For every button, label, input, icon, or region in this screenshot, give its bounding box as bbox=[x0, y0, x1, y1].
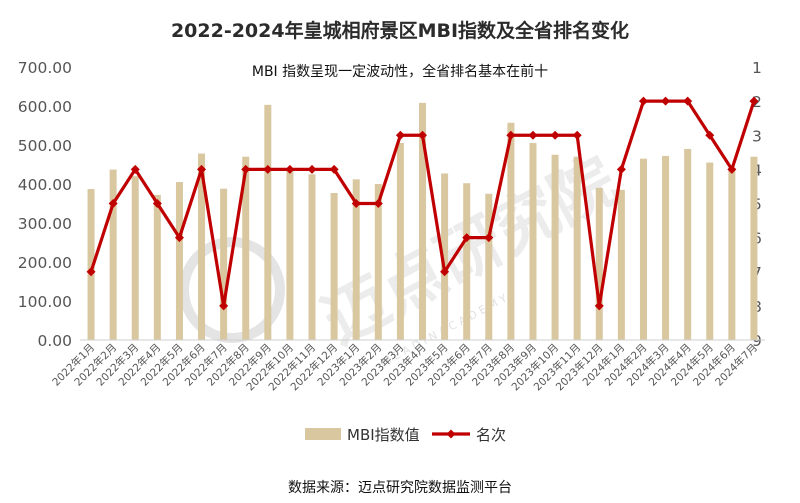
data-source: 数据来源：迈点研究院数据监测平台 bbox=[288, 480, 512, 496]
rank-marker bbox=[174, 233, 184, 243]
right-tick-label: 1 bbox=[752, 59, 762, 77]
rank-marker bbox=[440, 267, 450, 277]
chart-annotation: MBI 指数呈现一定波动性，全省排名基本在前十 bbox=[252, 63, 548, 80]
bar bbox=[529, 143, 537, 340]
legend-bar-swatch bbox=[305, 428, 341, 440]
bar-series bbox=[87, 102, 758, 341]
left-tick-label: 400.00 bbox=[18, 176, 72, 194]
right-tick-label: 9 bbox=[752, 332, 762, 350]
bar bbox=[662, 155, 670, 340]
legend-line-label: 名次 bbox=[476, 426, 506, 444]
bar bbox=[441, 173, 449, 340]
rank-marker bbox=[550, 130, 560, 140]
x-axis-labels: 2022年1月2022年2月2022年3月2022年4月2022年5月2022年… bbox=[50, 341, 761, 393]
bar bbox=[198, 153, 206, 340]
legend-line-marker bbox=[446, 429, 456, 439]
bar bbox=[595, 187, 603, 340]
rank-marker bbox=[86, 267, 96, 277]
left-axis: 0.00 100.00 200.00 300.00 400.00 500.00 600.00… bbox=[18, 59, 72, 350]
rank-marker bbox=[638, 96, 648, 106]
bar bbox=[286, 170, 294, 340]
chart-title: 2022-2024年皇城相府景区MBI指数及全省排名变化 bbox=[170, 20, 630, 42]
rank-marker bbox=[263, 164, 273, 174]
bar bbox=[352, 179, 360, 340]
left-tick-label: 600.00 bbox=[18, 98, 72, 116]
rank-marker bbox=[683, 96, 693, 106]
bar bbox=[330, 192, 338, 340]
rank-marker bbox=[705, 130, 715, 140]
bar bbox=[551, 154, 559, 340]
bar bbox=[728, 168, 736, 340]
left-tick-label: 700.00 bbox=[18, 59, 72, 77]
rank-marker bbox=[418, 130, 427, 140]
bar bbox=[617, 189, 625, 340]
bar bbox=[374, 184, 382, 340]
bar bbox=[109, 169, 117, 340]
rank-marker bbox=[616, 164, 626, 174]
right-tick-label: 3 bbox=[752, 127, 762, 145]
left-tick-label: 300.00 bbox=[18, 215, 72, 233]
left-tick-label: 500.00 bbox=[18, 137, 72, 155]
rank-marker bbox=[285, 164, 295, 174]
rank-marker bbox=[219, 301, 229, 311]
left-tick-label: 0.00 bbox=[37, 332, 72, 350]
bar bbox=[573, 156, 581, 340]
rank-marker bbox=[329, 164, 339, 174]
rank-marker bbox=[462, 233, 472, 243]
rank-marker bbox=[152, 199, 162, 208]
bar bbox=[750, 156, 758, 340]
bar bbox=[131, 176, 139, 340]
rank-marker bbox=[661, 96, 671, 106]
legend: MBI指数值 名次 bbox=[305, 426, 506, 444]
bar bbox=[87, 189, 95, 340]
rank-marker bbox=[572, 130, 582, 140]
left-tick-label: 100.00 bbox=[18, 293, 72, 311]
rank-marker bbox=[307, 164, 317, 174]
rank-marker bbox=[395, 130, 405, 140]
bar bbox=[639, 158, 647, 340]
bar bbox=[684, 148, 692, 340]
rank-marker bbox=[241, 164, 251, 174]
bar bbox=[485, 193, 493, 340]
watermark-logo bbox=[179, 237, 285, 343]
rank-marker bbox=[108, 199, 118, 208]
rank-marker bbox=[727, 164, 737, 174]
rank-marker bbox=[130, 164, 140, 174]
bar bbox=[242, 156, 250, 340]
rank-marker bbox=[373, 199, 383, 208]
bar bbox=[419, 102, 426, 340]
bar bbox=[153, 194, 161, 340]
bar bbox=[463, 183, 471, 340]
bar bbox=[308, 174, 316, 340]
bar bbox=[396, 143, 404, 340]
bar bbox=[220, 188, 228, 340]
legend-bar-label: MBI指数值 bbox=[347, 426, 420, 444]
rank-marker bbox=[351, 199, 361, 208]
rank-marker bbox=[506, 130, 516, 140]
bar bbox=[507, 122, 515, 341]
rank-marker bbox=[197, 164, 207, 174]
rank-marker bbox=[528, 130, 538, 140]
left-tick-label: 200.00 bbox=[18, 254, 72, 272]
rank-marker bbox=[594, 301, 604, 311]
rank-marker bbox=[484, 233, 494, 243]
bar bbox=[264, 104, 272, 340]
rank-line-series bbox=[86, 96, 759, 311]
rank-marker bbox=[749, 96, 759, 106]
bar bbox=[706, 162, 714, 340]
bar bbox=[175, 182, 183, 340]
